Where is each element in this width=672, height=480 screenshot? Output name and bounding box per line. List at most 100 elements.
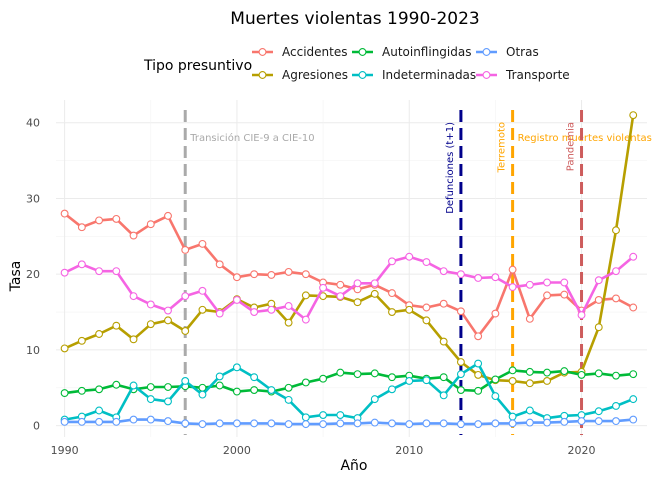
event-label: Pandemia	[566, 122, 577, 171]
data-point	[543, 291, 552, 300]
data-point	[301, 315, 310, 324]
data-point	[491, 309, 500, 318]
data-point	[560, 290, 569, 299]
data-point	[353, 298, 362, 307]
data-point	[474, 274, 483, 282]
data-point	[129, 292, 138, 301]
data-point	[232, 363, 241, 372]
event-label: Terremoto	[497, 122, 508, 173]
legend-label: Transporte	[505, 68, 570, 82]
data-point	[405, 377, 414, 385]
data-point	[250, 373, 259, 382]
data-point	[456, 270, 465, 279]
data-point	[232, 419, 241, 428]
data-point	[508, 283, 517, 292]
data-point	[301, 420, 310, 429]
series-line	[64, 418, 634, 426]
data-point	[181, 377, 190, 385]
data-point	[284, 420, 293, 429]
data-point	[198, 286, 207, 295]
x-tick-label: 1990	[51, 444, 79, 457]
data-point	[508, 419, 517, 428]
data-point	[301, 270, 310, 279]
data-point	[95, 385, 104, 394]
data-point	[319, 374, 328, 383]
data-point	[439, 373, 448, 382]
data-point	[164, 397, 172, 406]
data-point	[612, 417, 620, 426]
data-point	[215, 309, 224, 318]
data-point	[284, 383, 293, 392]
data-point	[181, 292, 190, 301]
event-label: Defunciones (t+1)	[445, 122, 456, 214]
y-tick-label: 0	[33, 420, 40, 433]
series-transporte	[60, 252, 638, 324]
data-point	[508, 412, 517, 421]
data-point	[198, 420, 207, 429]
series-line	[64, 255, 635, 321]
data-point	[301, 291, 310, 300]
data-point	[301, 378, 310, 387]
data-point	[577, 417, 586, 426]
data-point	[95, 330, 104, 338]
data-point	[77, 336, 86, 345]
data-point	[594, 369, 603, 378]
data-point	[543, 368, 552, 377]
data-point	[77, 260, 86, 269]
data-point	[629, 111, 638, 120]
legend-key-point	[258, 48, 267, 56]
series-indeterminadas	[60, 359, 638, 424]
data-point	[525, 367, 534, 376]
data-point	[267, 419, 276, 428]
y-tick-label: 40	[26, 117, 40, 130]
data-point	[543, 377, 552, 385]
data-point	[422, 376, 431, 385]
y-axis: 0 10 20 30 40	[26, 117, 40, 433]
data-point	[388, 385, 396, 394]
data-point	[336, 368, 345, 377]
data-point	[370, 418, 379, 427]
data-point	[164, 417, 172, 426]
data-point	[456, 307, 465, 316]
data-point	[474, 332, 483, 341]
data-point	[181, 419, 190, 428]
legend-item: Transporte	[476, 68, 570, 82]
y-tick-label: 20	[26, 268, 40, 281]
chart-title: Muertes violentas 1990-2023	[230, 9, 479, 29]
legend-item: Agresiones	[252, 68, 348, 82]
legend: Tipo presuntivo Accidentes Agresiones Auto…	[143, 45, 570, 82]
data-point	[370, 369, 379, 378]
x-axis: 1990 2000 2010 2020	[51, 444, 596, 457]
data-point	[146, 395, 155, 404]
data-point	[146, 300, 155, 309]
data-point	[95, 267, 104, 276]
data-point	[181, 327, 190, 335]
data-point	[60, 389, 69, 398]
data-point	[612, 226, 620, 235]
data-point	[164, 306, 172, 315]
data-point	[405, 420, 414, 429]
data-point	[95, 216, 104, 225]
data-point	[439, 299, 448, 308]
gridlines	[56, 100, 647, 437]
data-point	[112, 267, 121, 276]
data-point	[543, 278, 552, 287]
data-point	[336, 419, 345, 428]
data-point	[60, 268, 69, 277]
data-point	[594, 407, 603, 416]
data-point	[77, 417, 86, 426]
data-point	[146, 383, 155, 391]
series-accidentes	[60, 209, 638, 341]
data-point	[164, 211, 172, 220]
data-point	[491, 273, 500, 282]
data-point	[129, 381, 138, 390]
legend-label: Indeterminadas	[382, 68, 476, 82]
data-point	[232, 273, 241, 282]
data-point	[508, 265, 517, 274]
data-point	[353, 279, 362, 288]
data-point	[405, 305, 414, 314]
data-point	[370, 289, 379, 298]
data-point	[353, 370, 362, 379]
legend-item: Otras	[476, 45, 539, 59]
